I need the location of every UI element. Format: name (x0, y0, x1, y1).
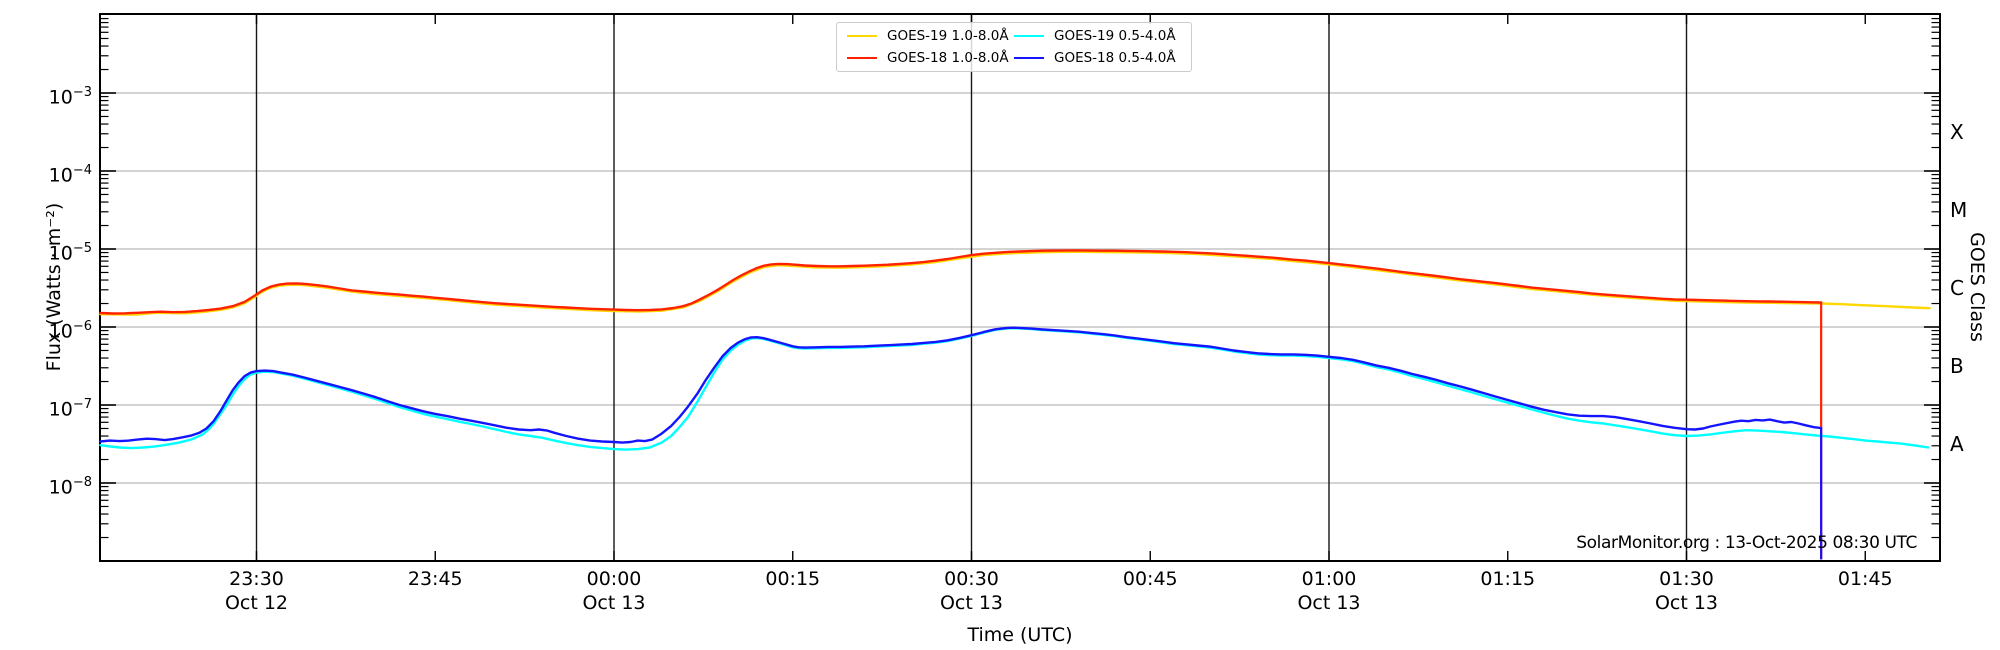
goes-class-label-c: C (1950, 276, 1964, 300)
legend-swatch-goes19-short (1014, 34, 1044, 38)
legend-entry-goes19-long: GOES-19 1.0-8.0Å (847, 25, 1014, 47)
axes-frame (99, 13, 1941, 562)
goes-class-label-a: A (1950, 432, 1964, 456)
legend-entry-goes18-long: GOES-18 1.0-8.0Å (847, 47, 1014, 69)
x-tick-label: 23:45 (407, 568, 463, 590)
y-axis-title: Flux (Watts · m⁻²) (43, 202, 65, 372)
x-tick-label: 00:00 (586, 568, 642, 590)
x-tick-date-label: Oct 12 (224, 592, 289, 614)
y-tick-label: 10−7 (48, 397, 92, 421)
legend-swatch-goes19-long (847, 34, 877, 38)
right-axis-title: GOES Class (1966, 232, 1988, 342)
series-GOES-18 0.5-4.0Å (99, 326, 1823, 444)
series-GOES-19 0.5-4.0Å (99, 327, 1930, 451)
watermark: SolarMonitor.org : 13-Oct-2025 08:30 UTC (1576, 533, 1917, 553)
x-tick-date-label: Oct 13 (1654, 592, 1719, 614)
legend-label: GOES-18 1.0-8.0Å (887, 50, 1009, 66)
goes-class-label-b: B (1950, 354, 1964, 378)
x-axis-title: Time (UTC) (967, 624, 1073, 646)
legend-entry-goes19-short: GOES-19 0.5-4.0Å (1014, 25, 1181, 47)
x-tick-date-label: Oct 13 (582, 592, 646, 614)
y-tick-exponent: −7 (72, 397, 92, 412)
x-tick-date-label: Oct 13 (1297, 592, 1361, 614)
legend-swatch-goes18-short (1014, 56, 1044, 60)
y-tick-exponent: −5 (72, 241, 92, 256)
y-tick-exponent: −6 (72, 319, 92, 334)
legend-label: GOES-19 1.0-8.0Å (887, 28, 1009, 44)
x-tick-label: 01:15 (1480, 568, 1536, 590)
x-tick-label: 01:00 (1301, 568, 1357, 590)
x-tick-label: 00:15 (765, 568, 821, 590)
y-tick-label: 10−5 (48, 241, 92, 265)
y-tick-label: 10−3 (48, 85, 92, 109)
x-tick-label: 01:30 (1659, 568, 1714, 590)
series-GOES-18 1.0-8.0Å (99, 249, 1823, 315)
legend-label: GOES-19 0.5-4.0Å (1054, 28, 1176, 44)
x-tick-label: 00:45 (1122, 568, 1178, 590)
x-tick-label: 00:30 (944, 568, 999, 590)
series-GOES-19 1.0-8.0Å (99, 250, 1931, 316)
x-tick-label: 01:45 (1837, 568, 1893, 590)
y-tick-exponent: −8 (72, 475, 92, 490)
x-tick-label: 23:30 (229, 568, 284, 590)
goes-class-label-m: M (1950, 198, 1968, 222)
y-tick-exponent: −3 (72, 85, 92, 100)
legend-label: GOES-18 0.5-4.0Å (1054, 50, 1176, 66)
legend: GOES-19 1.0-8.0Å GOES-18 1.0-8.0Å GOES-1… (836, 22, 1192, 72)
y-tick-exponent: −4 (72, 163, 92, 178)
legend-swatch-goes18-long (847, 56, 877, 60)
goes-class-label-x: X (1950, 120, 1964, 144)
legend-entry-goes18-short: GOES-18 0.5-4.0Å (1014, 47, 1181, 69)
x-tick-date-label: Oct 13 (939, 592, 1004, 614)
y-tick-label: 10−6 (48, 319, 92, 343)
y-tick-label: 10−4 (48, 163, 92, 187)
y-tick-label: 10−8 (48, 475, 92, 499)
